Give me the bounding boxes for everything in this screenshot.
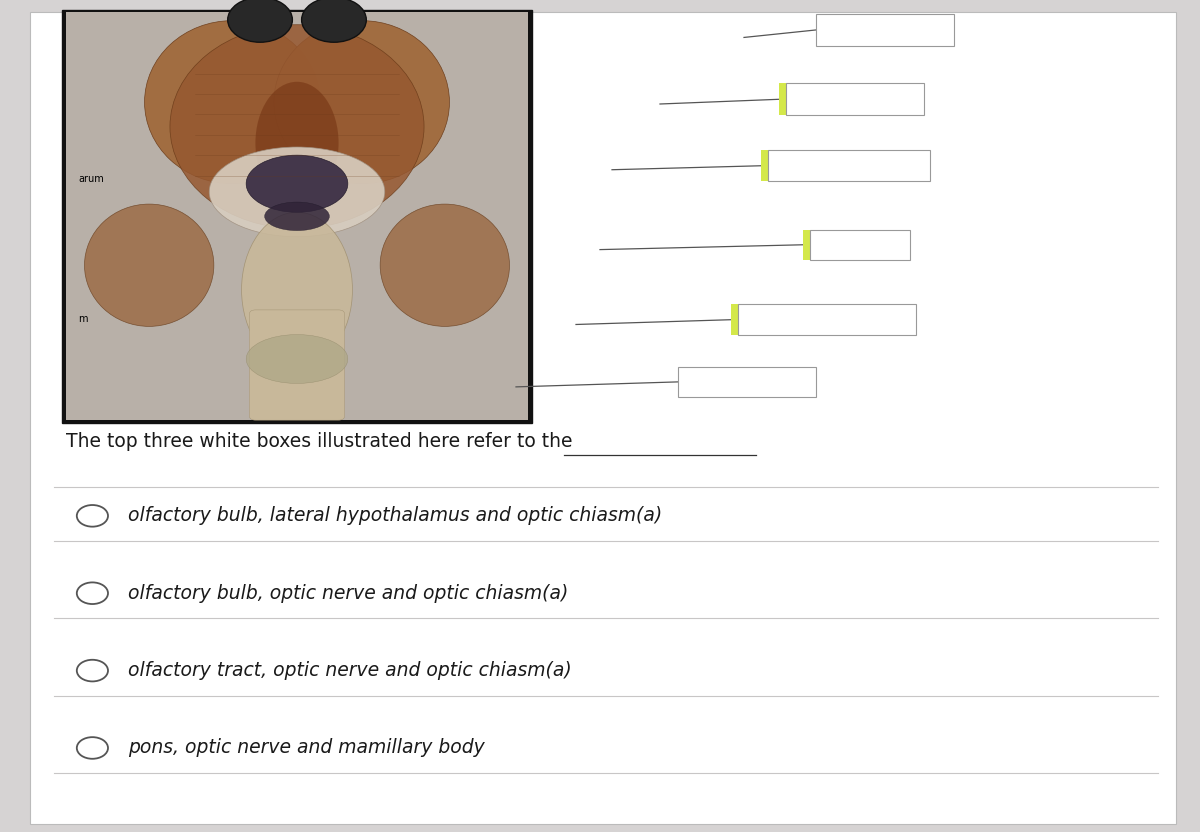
Text: m: m <box>78 314 88 324</box>
Circle shape <box>77 505 108 527</box>
Ellipse shape <box>241 212 353 367</box>
Ellipse shape <box>246 334 348 384</box>
Bar <box>678 367 816 397</box>
Bar <box>810 230 910 260</box>
Ellipse shape <box>84 204 214 326</box>
Bar <box>768 150 930 181</box>
Ellipse shape <box>144 21 320 184</box>
Bar <box>66 12 528 420</box>
Text: arum: arum <box>78 174 103 184</box>
Text: olfactory bulb, optic nerve and optic chiasm(a): olfactory bulb, optic nerve and optic ch… <box>128 584 569 602</box>
Bar <box>761 150 770 181</box>
Bar <box>786 83 924 115</box>
Circle shape <box>301 0 366 42</box>
Ellipse shape <box>246 156 348 212</box>
Bar <box>779 83 788 115</box>
Circle shape <box>77 582 108 604</box>
FancyBboxPatch shape <box>250 310 344 420</box>
Bar <box>738 304 916 335</box>
Text: The top three white boxes illustrated here refer to the: The top three white boxes illustrated he… <box>66 432 572 451</box>
Ellipse shape <box>380 204 510 326</box>
Bar <box>62 10 532 423</box>
Ellipse shape <box>256 82 338 204</box>
Ellipse shape <box>170 25 424 229</box>
Text: pons, optic nerve and mamillary body: pons, optic nerve and mamillary body <box>128 739 485 757</box>
Circle shape <box>77 737 108 759</box>
Ellipse shape <box>274 21 450 184</box>
Ellipse shape <box>265 202 329 230</box>
Bar <box>803 230 812 260</box>
Ellipse shape <box>209 147 385 236</box>
Text: olfactory tract, optic nerve and optic chiasm(a): olfactory tract, optic nerve and optic c… <box>128 661 572 680</box>
Text: olfactory bulb, lateral hypothalamus and optic chiasm(a): olfactory bulb, lateral hypothalamus and… <box>128 507 662 525</box>
Bar <box>731 304 740 335</box>
Circle shape <box>77 660 108 681</box>
Circle shape <box>228 0 293 42</box>
Bar <box>816 14 954 46</box>
